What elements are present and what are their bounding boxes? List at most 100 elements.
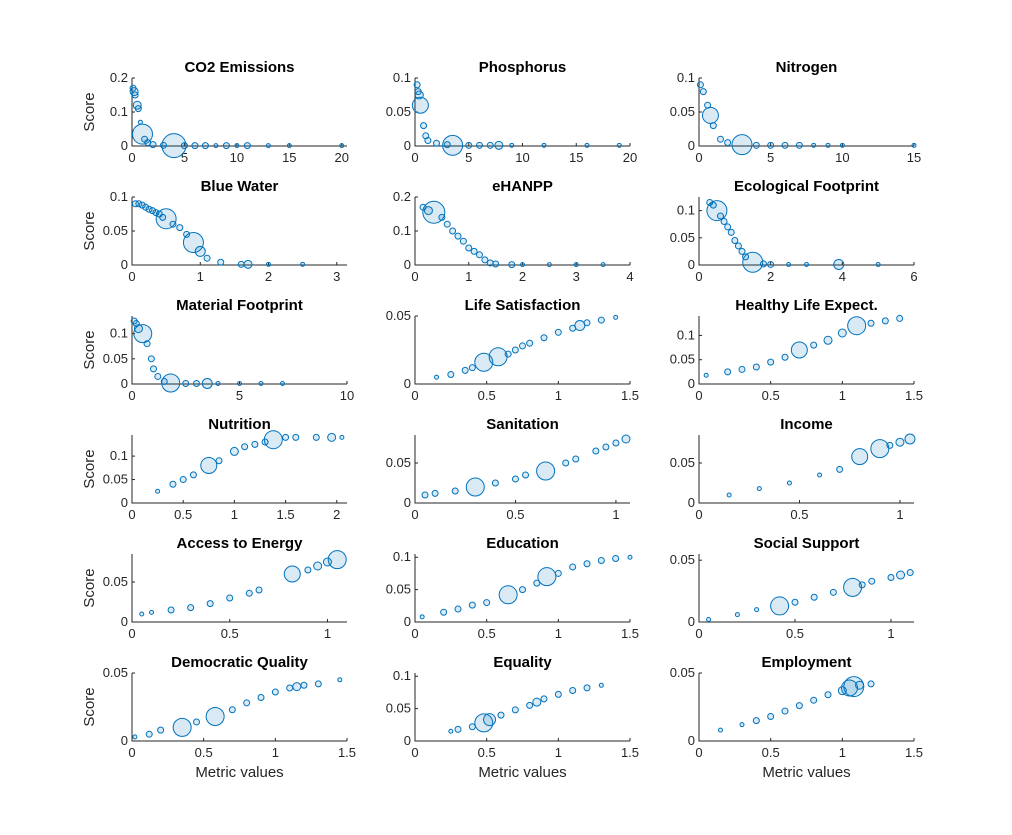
data-point xyxy=(511,475,519,483)
subplot-title: Blue Water xyxy=(201,178,279,195)
data-point xyxy=(468,601,476,609)
x-tick-label: 0 xyxy=(695,507,702,522)
axis-line xyxy=(698,78,914,147)
data-point xyxy=(154,372,162,380)
data-point xyxy=(613,314,619,320)
x-tick-label: 1 xyxy=(555,388,562,403)
data-point xyxy=(182,379,190,387)
data-point xyxy=(187,604,195,612)
data-point xyxy=(327,432,337,442)
data-point xyxy=(612,555,620,563)
data-point xyxy=(752,141,760,149)
subplot-11: 0 0.5 1 0 0.05 Income xyxy=(670,416,916,522)
data-point xyxy=(228,706,236,714)
subplot-title: eHANPP xyxy=(492,178,553,195)
data-point xyxy=(706,200,728,222)
y-tick-label: 0 xyxy=(121,733,128,748)
subplot-3: 0 1 2 3 0 0.05 0.1 Blue Water Score xyxy=(81,178,347,284)
data-point xyxy=(726,492,732,498)
data-point xyxy=(781,707,789,715)
x-tick-label: 1.5 xyxy=(621,388,639,403)
data-point xyxy=(767,358,775,366)
data-point xyxy=(875,261,881,267)
x-tick-label: 0.5 xyxy=(786,626,804,641)
data-point xyxy=(508,261,516,269)
subplot-9: 0 0.5 1 1.5 2 0 0.05 0.1 Nutrition Score xyxy=(81,416,347,522)
x-tick-label: 0 xyxy=(695,626,702,641)
data-point xyxy=(572,455,580,463)
x-tick-label: 1 xyxy=(272,745,279,760)
data-point xyxy=(724,139,732,147)
x-tick-label: 0 xyxy=(128,626,135,641)
data-point xyxy=(867,680,875,688)
axis-line xyxy=(131,673,347,742)
data-point xyxy=(817,472,823,478)
data-point xyxy=(829,588,837,596)
x-tick-label: 0.5 xyxy=(478,745,496,760)
data-point xyxy=(486,141,494,149)
x-tick-label: 0 xyxy=(411,745,418,760)
x-tick-label: 1 xyxy=(839,745,846,760)
x-axis-label: Metric values xyxy=(478,764,566,781)
x-tick-label: 0 xyxy=(411,507,418,522)
data-point xyxy=(573,262,579,268)
x-tick-label: 5 xyxy=(465,150,472,165)
data-point xyxy=(237,260,245,268)
data-point xyxy=(533,579,541,587)
data-point xyxy=(191,142,199,150)
x-tick-label: 4 xyxy=(839,269,846,284)
x-tick-label: 0.5 xyxy=(174,507,192,522)
data-point xyxy=(255,586,263,594)
data-point xyxy=(767,713,775,721)
data-point xyxy=(201,377,213,389)
x-tick-label: 10 xyxy=(835,150,849,165)
data-point xyxy=(265,143,271,149)
subplot-title: Material Footprint xyxy=(176,297,303,314)
y-tick-label: 0.05 xyxy=(670,230,695,245)
subplot-13: 0 0.5 1 1.5 0 0.05 0.1 Education xyxy=(386,535,639,641)
data-point xyxy=(738,247,746,255)
data-point xyxy=(781,353,789,361)
data-point xyxy=(245,589,253,597)
data-point xyxy=(488,347,508,367)
data-point xyxy=(781,141,789,149)
x-axis-label: Metric values xyxy=(195,764,283,781)
data-point xyxy=(465,141,473,149)
subplot-4: 0 1 2 3 4 0 0.1 0.2 eHANPP xyxy=(393,178,634,284)
data-point xyxy=(292,682,302,692)
data-point xyxy=(569,686,577,694)
x-tick-label: 2 xyxy=(333,507,340,522)
y-axis-label: Score xyxy=(81,568,98,607)
x-tick-label: 1 xyxy=(839,388,846,403)
y-tick-label: 0.2 xyxy=(393,189,411,204)
data-point xyxy=(597,556,605,564)
x-tick-label: 1.5 xyxy=(277,507,295,522)
subplot-title: Life Satisfaction xyxy=(465,297,581,314)
data-point xyxy=(440,608,448,616)
x-tick-label: 1 xyxy=(324,626,331,641)
axis-line xyxy=(131,78,347,147)
data-point xyxy=(476,251,483,259)
x-tick-label: 1 xyxy=(887,626,894,641)
data-point xyxy=(420,122,428,130)
y-tick-label: 0.05 xyxy=(670,352,695,367)
data-point xyxy=(193,718,200,726)
data-point xyxy=(790,341,808,359)
data-point xyxy=(823,335,833,345)
data-point xyxy=(752,717,760,725)
x-tick-label: 1 xyxy=(896,507,903,522)
data-point xyxy=(139,611,145,617)
y-tick-label: 0.05 xyxy=(103,472,128,487)
data-point xyxy=(537,567,557,587)
y-tick-label: 0 xyxy=(404,376,411,391)
data-point xyxy=(795,141,803,149)
x-tick-label: 0 xyxy=(128,150,135,165)
data-point xyxy=(172,717,192,737)
subplot-title: Nutrition xyxy=(208,416,270,433)
x-tick-label: 15 xyxy=(907,150,921,165)
x-tick-label: 3 xyxy=(333,269,340,284)
data-point xyxy=(526,339,534,347)
data-point xyxy=(448,728,454,734)
data-point xyxy=(520,262,525,268)
x-tick-label: 0.5 xyxy=(478,388,496,403)
